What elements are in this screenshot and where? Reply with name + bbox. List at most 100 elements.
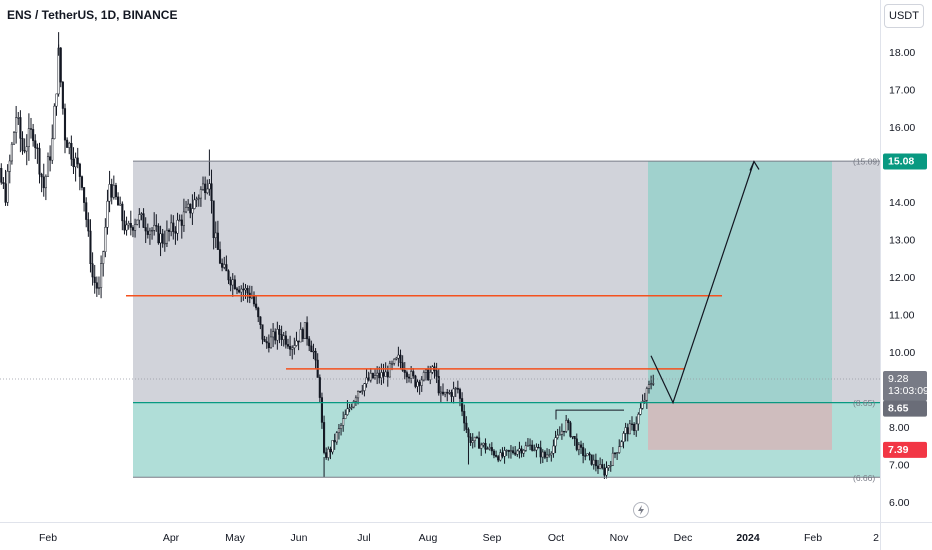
- candle-body: [93, 276, 96, 283]
- candle-body: [136, 219, 139, 225]
- price-tick-label: 12.00: [889, 272, 915, 284]
- candle-body: [609, 465, 612, 467]
- candle-body: [596, 465, 600, 469]
- candle-body: [97, 287, 101, 289]
- candle-body: [463, 411, 466, 424]
- candle-body: [647, 384, 651, 389]
- time-scale-divider: [0, 522, 932, 523]
- candle-body: [335, 432, 338, 443]
- stop-badge-bg: [883, 441, 927, 458]
- candle-body: [46, 156, 50, 177]
- candle-body: [238, 289, 241, 293]
- candle-body: [165, 229, 168, 244]
- candle-body: [588, 453, 591, 456]
- candle-body: [197, 197, 200, 200]
- candle-body: [318, 377, 321, 398]
- candle-body: [628, 423, 631, 435]
- levels-layer: (15.09) (8.65) (6.66): [0, 157, 880, 483]
- candle-body: [23, 150, 26, 152]
- time-axis: Feb Apr May Jun Jul Aug Sep Oct Nov Dec 2024 Feb 2: [39, 502, 879, 544]
- candle-body: [603, 467, 606, 476]
- candle-body: [399, 354, 402, 363]
- candle-body: [497, 456, 500, 461]
- candle-body: [395, 357, 398, 360]
- candle-body: [586, 453, 589, 457]
- candle-body: [178, 219, 181, 221]
- candle-body: [435, 370, 438, 377]
- candle-body: [252, 296, 256, 305]
- current-price-badge-text: 9.28: [888, 373, 909, 385]
- projection-arrowhead: [749, 160, 760, 171]
- candle-body: [414, 375, 417, 387]
- price-tick-label: 14.00: [889, 197, 915, 209]
- target-badge-text: 15.08: [888, 156, 914, 168]
- candle-body: [201, 183, 205, 190]
- candle-body: [386, 371, 389, 378]
- candle-body: [516, 450, 519, 455]
- candle-body: [104, 227, 107, 252]
- price-tick-label: 18.00: [889, 47, 915, 59]
- candle-body: [323, 422, 326, 453]
- candle-body: [539, 447, 542, 458]
- candle-body: [293, 345, 296, 349]
- candle-body: [537, 446, 540, 449]
- pattern-bracket: [555, 409, 624, 420]
- price-tick-label: 8.00: [889, 422, 910, 434]
- candle-body: [556, 434, 559, 438]
- price-tick-label: 6.00: [889, 497, 910, 509]
- candle-body: [565, 420, 568, 432]
- time-tick-label: Sep: [483, 532, 502, 544]
- candle-body: [172, 222, 175, 232]
- candle-body: [70, 142, 73, 160]
- candle-body: [401, 362, 404, 371]
- candle-body: [567, 420, 570, 424]
- candle-body: [63, 108, 67, 141]
- candle-body: [117, 196, 120, 206]
- candle-body: [450, 392, 453, 397]
- candle-body: [373, 375, 377, 379]
- candle-body: [393, 358, 396, 364]
- candle-body: [148, 230, 151, 235]
- candle-body: [509, 450, 512, 452]
- candle-body: [0, 168, 3, 183]
- candle-body: [624, 427, 627, 434]
- candle-body: [27, 128, 30, 147]
- candle-body: [221, 262, 224, 268]
- candle-body: [469, 436, 472, 443]
- candle-body: [134, 224, 137, 231]
- candle-body: [53, 105, 56, 139]
- candle-body: [184, 206, 188, 213]
- candle-body: [340, 425, 343, 429]
- candle-body: [127, 222, 130, 226]
- candle-body: [390, 363, 394, 365]
- candle-body: [161, 233, 164, 244]
- candle-body: [505, 449, 508, 452]
- current-price-badge-text: 13:03:09: [888, 385, 929, 397]
- candle-body: [639, 408, 642, 415]
- candle-body: [280, 334, 283, 340]
- candle-body: [531, 444, 534, 451]
- candle-body: [584, 455, 587, 457]
- price-tick-label: 11.00: [889, 310, 915, 322]
- time-tick-label: 2024: [736, 532, 760, 544]
- currency-button[interactable]: USDT: [884, 4, 924, 28]
- candle-body: [507, 449, 510, 452]
- candle-body: [76, 157, 79, 165]
- candle-body: [85, 202, 88, 220]
- candle-body: [112, 185, 115, 198]
- candle-body: [616, 452, 619, 454]
- time-tick-label: Nov: [610, 532, 629, 544]
- candle-body: [645, 388, 648, 401]
- candle-body: [276, 329, 279, 341]
- candle-body: [250, 296, 253, 299]
- candle-body: [529, 444, 532, 447]
- time-tick-label: Feb: [804, 532, 822, 544]
- target-badge-bg: [883, 153, 927, 170]
- candle-body: [422, 372, 425, 381]
- candle-body: [365, 377, 368, 385]
- candle-body: [599, 464, 602, 469]
- candle-body: [465, 422, 468, 430]
- candle-body: [359, 391, 362, 393]
